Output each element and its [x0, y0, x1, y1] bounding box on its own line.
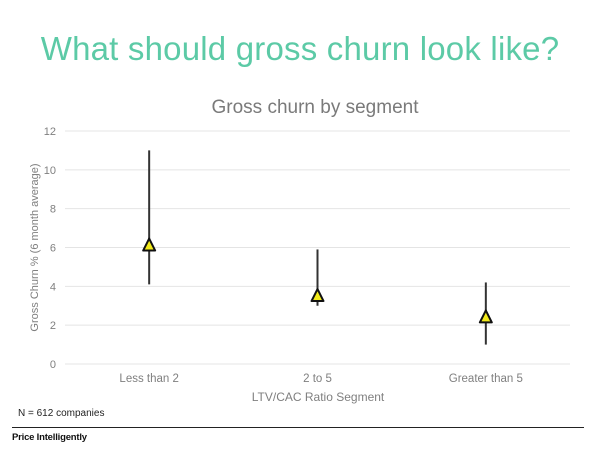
- y-tick-label: 4: [50, 281, 56, 293]
- churn-chart: Gross churn by segment 0 2 4 6 8 10 12 Less th…: [29, 97, 570, 404]
- gridlines: [65, 130, 570, 365]
- x-tick-labels: Less than 2 2 to 5 Greater than 5: [119, 373, 522, 385]
- data-marks: [142, 150, 493, 345]
- x-tick-label: 2 to 5: [303, 373, 332, 385]
- y-tick-label: 10: [44, 165, 56, 177]
- average-marker: [478, 309, 493, 324]
- y-axis-label: Gross Churn % (6 month average): [29, 163, 41, 331]
- chart-title: Gross churn by segment: [212, 97, 420, 118]
- y-tick-label: 8: [50, 204, 56, 216]
- footer-divider: [12, 427, 584, 428]
- y-tick-label: 12: [44, 126, 56, 138]
- sample-size-note: N = 612 companies: [18, 408, 105, 419]
- y-tick-label: 0: [50, 359, 56, 371]
- y-tick-labels: 0 2 4 6 8 10 12: [44, 126, 56, 371]
- y-tick-label: 6: [50, 243, 56, 255]
- brand-logo-text: Price Intelligently: [12, 432, 87, 443]
- x-tick-label: Greater than 5: [449, 373, 523, 385]
- x-axis-label: LTV/CAC Ratio Segment: [252, 390, 385, 404]
- average-marker: [142, 237, 157, 252]
- y-tick-label: 2: [50, 320, 56, 332]
- average-marker: [310, 288, 325, 303]
- x-tick-label: Less than 2: [119, 373, 178, 385]
- slide-headline: What should gross churn look like?: [40, 30, 560, 67]
